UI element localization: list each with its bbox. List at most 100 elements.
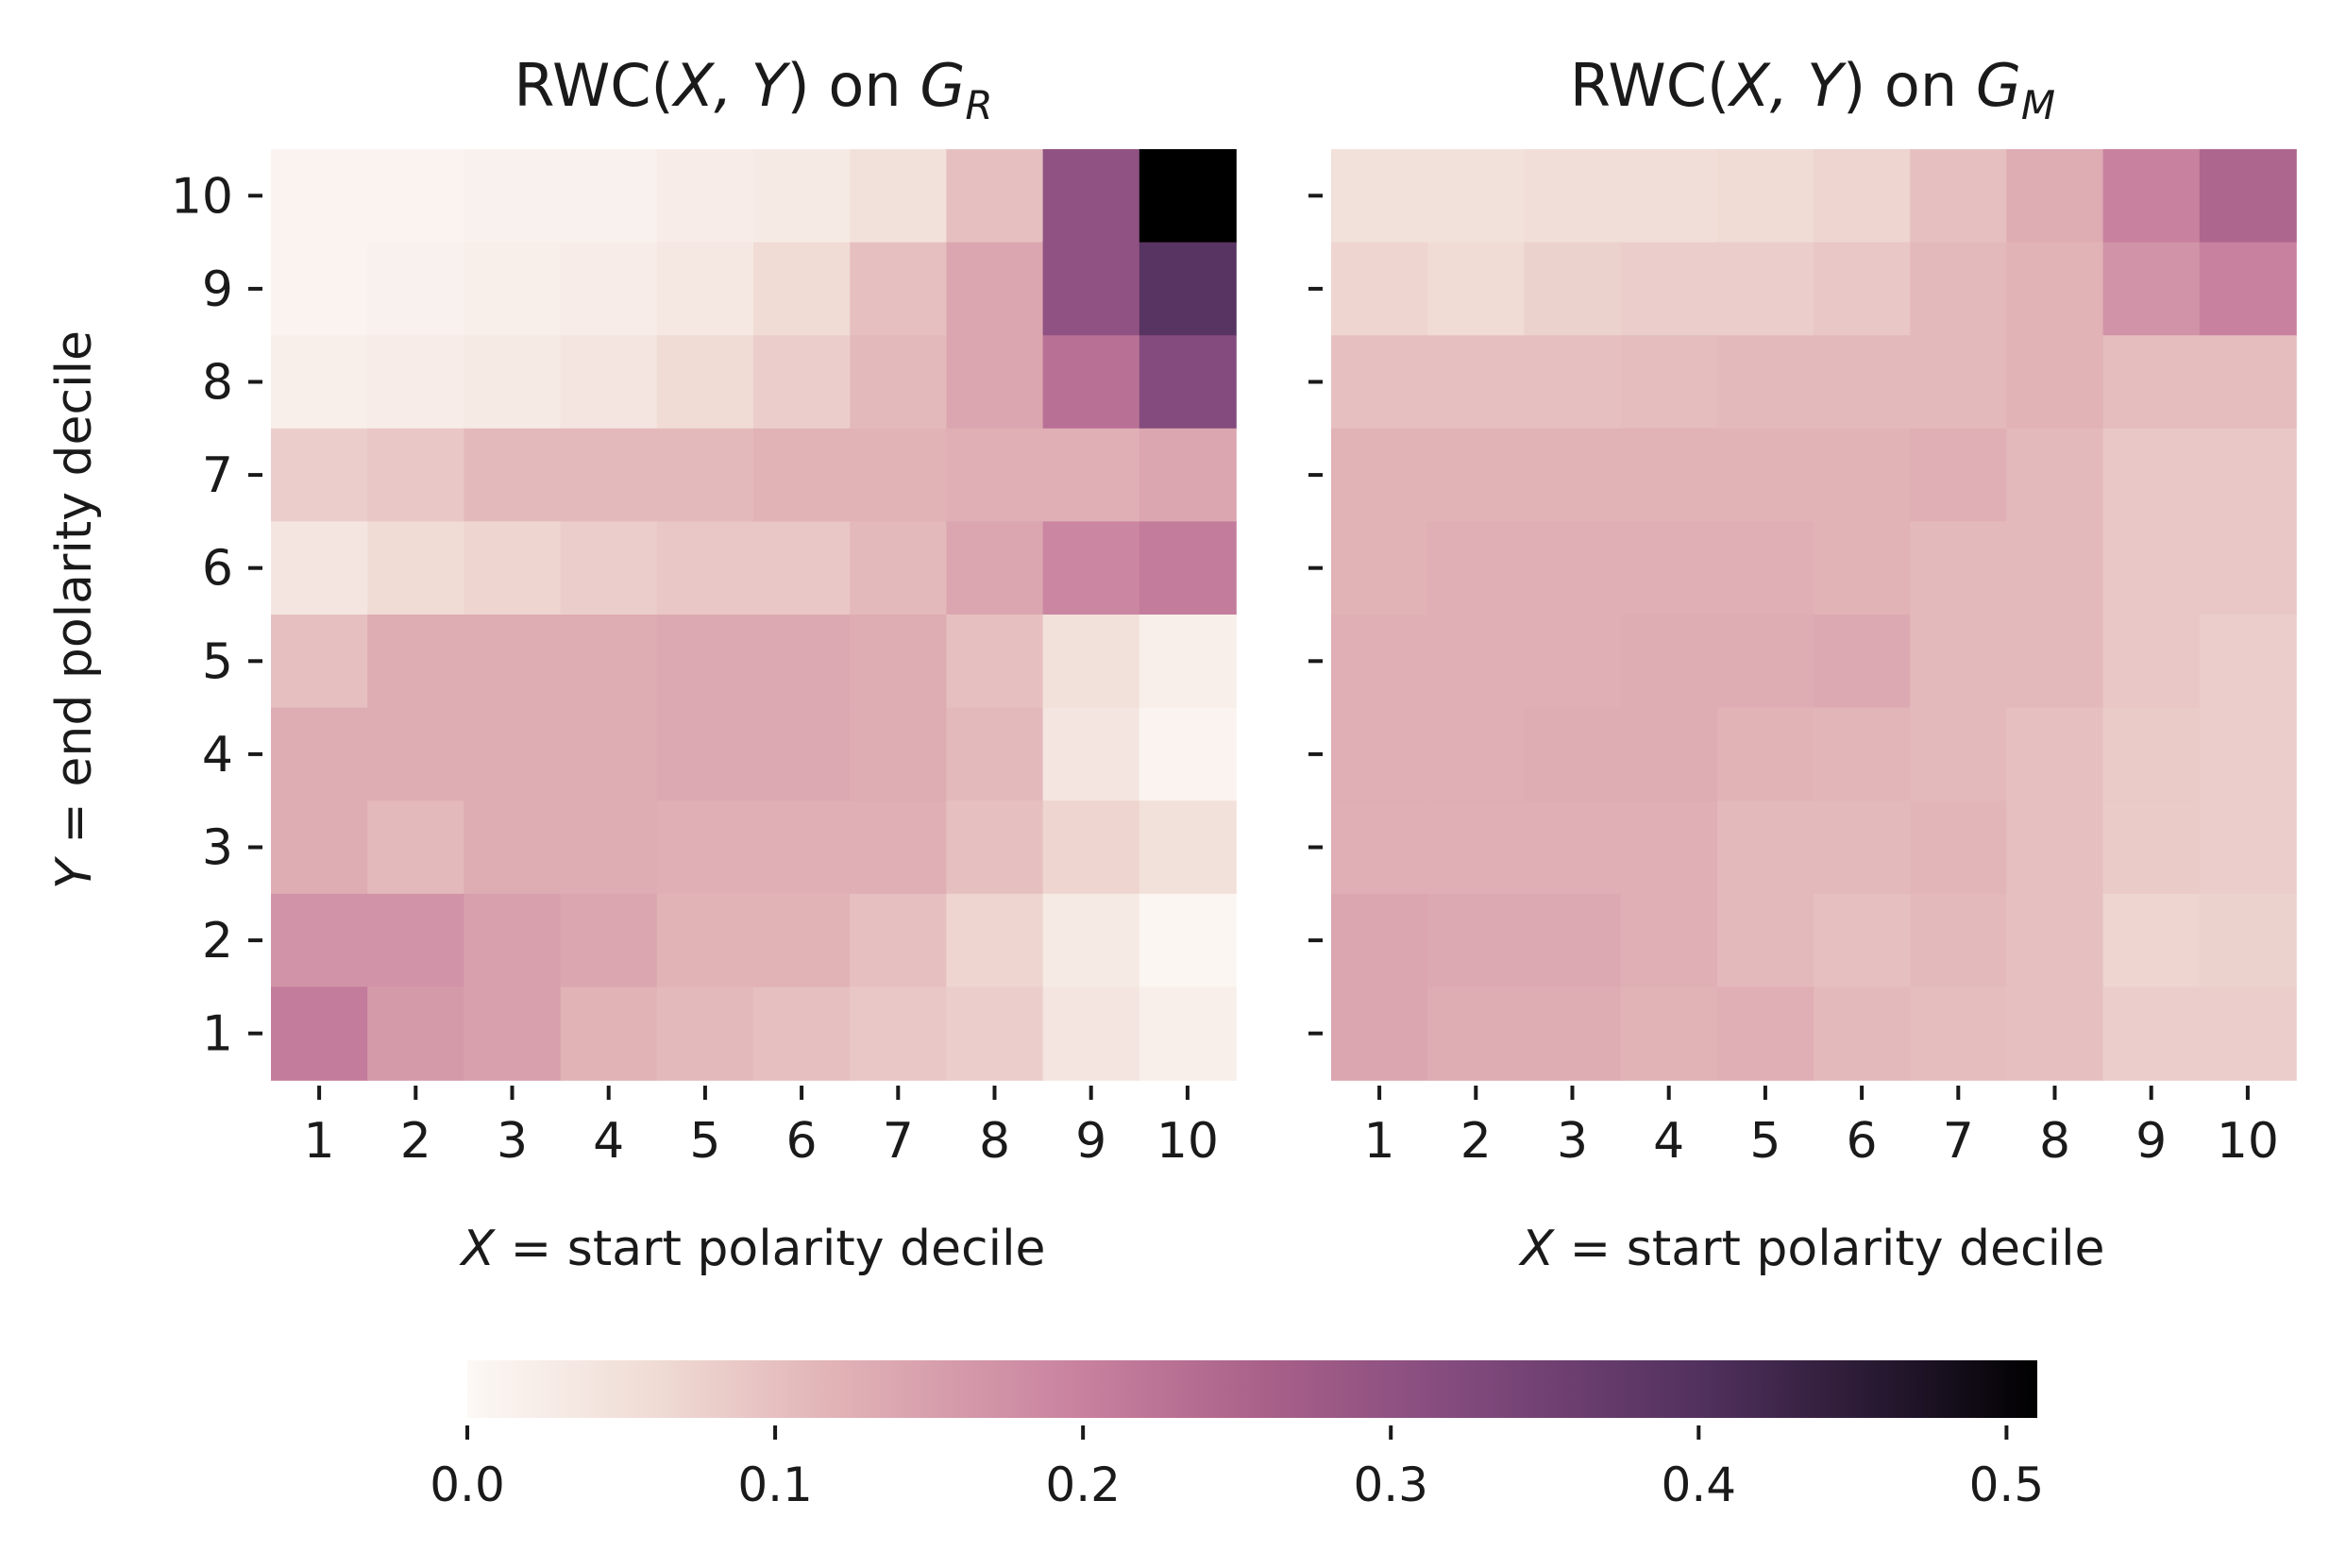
y-tick-label-2: 2 — [202, 913, 233, 969]
heatmap-cell-gm-x5-y10 — [1716, 149, 1814, 244]
heatmap-cell-gr-x8-y2 — [946, 893, 1044, 988]
heatmap-cell-gm-x3-y7 — [1524, 428, 1622, 523]
heatmap-cell-gm-x8-y2 — [2006, 893, 2104, 988]
heatmap-cell-gm-x1-y9 — [1331, 242, 1428, 336]
heatmap-cell-gr-x5-y2 — [656, 893, 754, 988]
heatmap-cell-gr-x1-y1 — [271, 986, 368, 1081]
heatmap-cell-gr-x4-y5 — [560, 615, 658, 709]
heatmap-cell-gr-x9-y7 — [1042, 428, 1140, 523]
colorbar-tick-label-0.1: 0.1 — [737, 1458, 813, 1512]
heatmap-cell-gr-x4-y9 — [560, 242, 658, 336]
heatmap-cell-gr-x1-y7 — [271, 428, 368, 523]
heatmap-cell-gr-x2-y2 — [367, 893, 465, 988]
heatmap-cell-gr-x4-y3 — [560, 801, 658, 895]
heatmap-cell-gr-x5-y5 — [656, 615, 754, 709]
y-tick-label-10: 10 — [171, 168, 233, 225]
heatmap-cell-gm-x7-y1 — [1910, 986, 2008, 1081]
colorbar: 0.0 0.1 0.2 0.3 0.4 0.5 — [430, 1360, 2044, 1512]
heatmap-cell-gr-x4-y7 — [560, 428, 658, 523]
heatmap-cell-gr-x9-y8 — [1042, 335, 1140, 430]
heatmap-cell-gr-x10-y8 — [1139, 335, 1237, 430]
y-tick-label-5: 5 — [202, 633, 233, 690]
x-tick-label-gr-7: 7 — [883, 1113, 914, 1170]
heatmap-cell-gm-x3-y8 — [1524, 335, 1622, 430]
heatmap-cell-gr-x10-y1 — [1139, 986, 1237, 1081]
heatmap-cell-gm-x4-y10 — [1620, 149, 1718, 244]
heatmap-cell-gr-x10-y5 — [1139, 615, 1237, 709]
x-tick-label-gr-9: 9 — [1075, 1113, 1106, 1170]
x-tick-label-gm-10: 10 — [2217, 1113, 2279, 1170]
heatmap-cell-gr-x10-y2 — [1139, 893, 1237, 988]
heatmap-cell-gm-x8-y6 — [2006, 521, 2104, 615]
y-tick-label-7: 7 — [202, 447, 233, 504]
heatmap-cell-gm-x7-y8 — [1910, 335, 2008, 430]
heatmap-cell-gr-x6-y9 — [753, 242, 851, 336]
heatmap-cell-gm-x9-y8 — [2102, 335, 2201, 430]
heatmap-cell-gr-x8-y9 — [946, 242, 1044, 336]
heatmap-cell-gm-x1-y8 — [1331, 335, 1428, 430]
heatmap-cell-gr-x6-y2 — [753, 893, 851, 988]
heatmap-cell-gm-x5-y3 — [1716, 801, 1814, 895]
heatmap-cell-gr-x1-y3 — [271, 801, 368, 895]
heatmap-cell-gm-x6-y9 — [1814, 242, 1911, 336]
heatmap-cell-gr-x9-y5 — [1042, 615, 1140, 709]
heatmap-cell-gm-x2-y8 — [1427, 335, 1526, 430]
heatmap-cell-gr-x5-y8 — [656, 335, 754, 430]
heatmap-cell-gm-x5-y5 — [1716, 615, 1814, 709]
heatmap-cell-gr-x8-y6 — [946, 521, 1044, 615]
heatmap-cell-gm-x6-y2 — [1814, 893, 1911, 988]
heatmap-cell-gr-x7-y3 — [850, 801, 948, 895]
x-axis-label-gm: X = start polarity decile — [1517, 1221, 2104, 1277]
heatmap-cell-gr-x8-y7 — [946, 428, 1044, 523]
x-axis-label-gr: X = start polarity decile — [458, 1221, 1045, 1277]
heatmap-cell-gm-x1-y6 — [1331, 521, 1428, 615]
heatmap-cell-gm-x4-y2 — [1620, 893, 1718, 988]
heatmap-cell-gr-x7-y4 — [850, 707, 948, 801]
heatmap-cell-gr-x4-y10 — [560, 149, 658, 244]
heatmap-cell-gr-x3-y2 — [464, 893, 562, 988]
heatmap-cell-gm-x9-y7 — [2102, 428, 2201, 523]
heatmap-cell-gr-x2-y4 — [367, 707, 465, 801]
heatmap-cell-gm-x9-y6 — [2102, 521, 2201, 615]
heatmap-cell-gr-x10-y9 — [1139, 242, 1237, 336]
heatmap-cell-gm-x5-y9 — [1716, 242, 1814, 336]
heatmap-cell-gm-x2-y4 — [1427, 707, 1526, 801]
heatmap-cell-gr-x10-y6 — [1139, 521, 1237, 615]
heatmap-cell-gr-x2-y6 — [367, 521, 465, 615]
heatmap-cell-gm-x1-y4 — [1331, 707, 1428, 801]
heatmap-cell-gm-x3-y1 — [1524, 986, 1622, 1081]
y-tick-label-9: 9 — [202, 261, 233, 318]
heatmap-cell-gr-x4-y2 — [560, 893, 658, 988]
heatmap-cell-gm-x3-y2 — [1524, 893, 1622, 988]
heatmap-cell-gr-x1-y5 — [271, 615, 368, 709]
x-tick-label-gm-4: 4 — [1653, 1113, 1684, 1170]
heatmap-cell-gm-x2-y7 — [1427, 428, 1526, 523]
heatmap-cell-gr-x9-y2 — [1042, 893, 1140, 988]
x-tick-label-gr-6: 6 — [786, 1113, 818, 1170]
heatmap-cell-gm-x10-y2 — [2199, 893, 2297, 988]
heatmap-cell-gr-x5-y4 — [656, 707, 754, 801]
heatmap-cell-gr-x5-y3 — [656, 801, 754, 895]
heatmap-cell-gm-x9-y5 — [2102, 615, 2201, 709]
heatmap-cell-gm-x1-y2 — [1331, 893, 1428, 988]
heatmap-cell-gm-x5-y6 — [1716, 521, 1814, 615]
x-ticks-gr: 1 2 3 4 5 6 7 8 9 10 — [304, 1086, 1219, 1170]
heatmap-cell-gr-x2-y8 — [367, 335, 465, 430]
heatmap-cell-gm-x6-y4 — [1814, 707, 1911, 801]
heatmap-cell-gr-x4-y8 — [560, 335, 658, 430]
heatmap-cell-gr-x9-y4 — [1042, 707, 1140, 801]
y-ticks-gr: 1 2 3 4 5 6 7 8 9 10 — [171, 168, 262, 1063]
heatmap-cell-gm-x4-y3 — [1620, 801, 1718, 895]
heatmap-cell-gm-x5-y8 — [1716, 335, 1814, 430]
x-tick-label-gm-9: 9 — [2135, 1113, 2167, 1170]
heatmap-cell-gm-x8-y10 — [2006, 149, 2104, 244]
heatmap-cell-gr-x8-y10 — [946, 149, 1044, 244]
heatmap-cell-gm-x8-y7 — [2006, 428, 2104, 523]
heatmap-cell-gm-x4-y5 — [1620, 615, 1718, 709]
heatmap-cell-gr-x3-y5 — [464, 615, 562, 709]
heatmap-cell-gm-x2-y3 — [1427, 801, 1526, 895]
heatmap-cell-gm-x9-y3 — [2102, 801, 2201, 895]
heatmap-cell-gr-x4-y6 — [560, 521, 658, 615]
heatmap-cell-gm-x10-y1 — [2199, 986, 2297, 1081]
x-tick-label-gr-2: 2 — [400, 1113, 431, 1170]
